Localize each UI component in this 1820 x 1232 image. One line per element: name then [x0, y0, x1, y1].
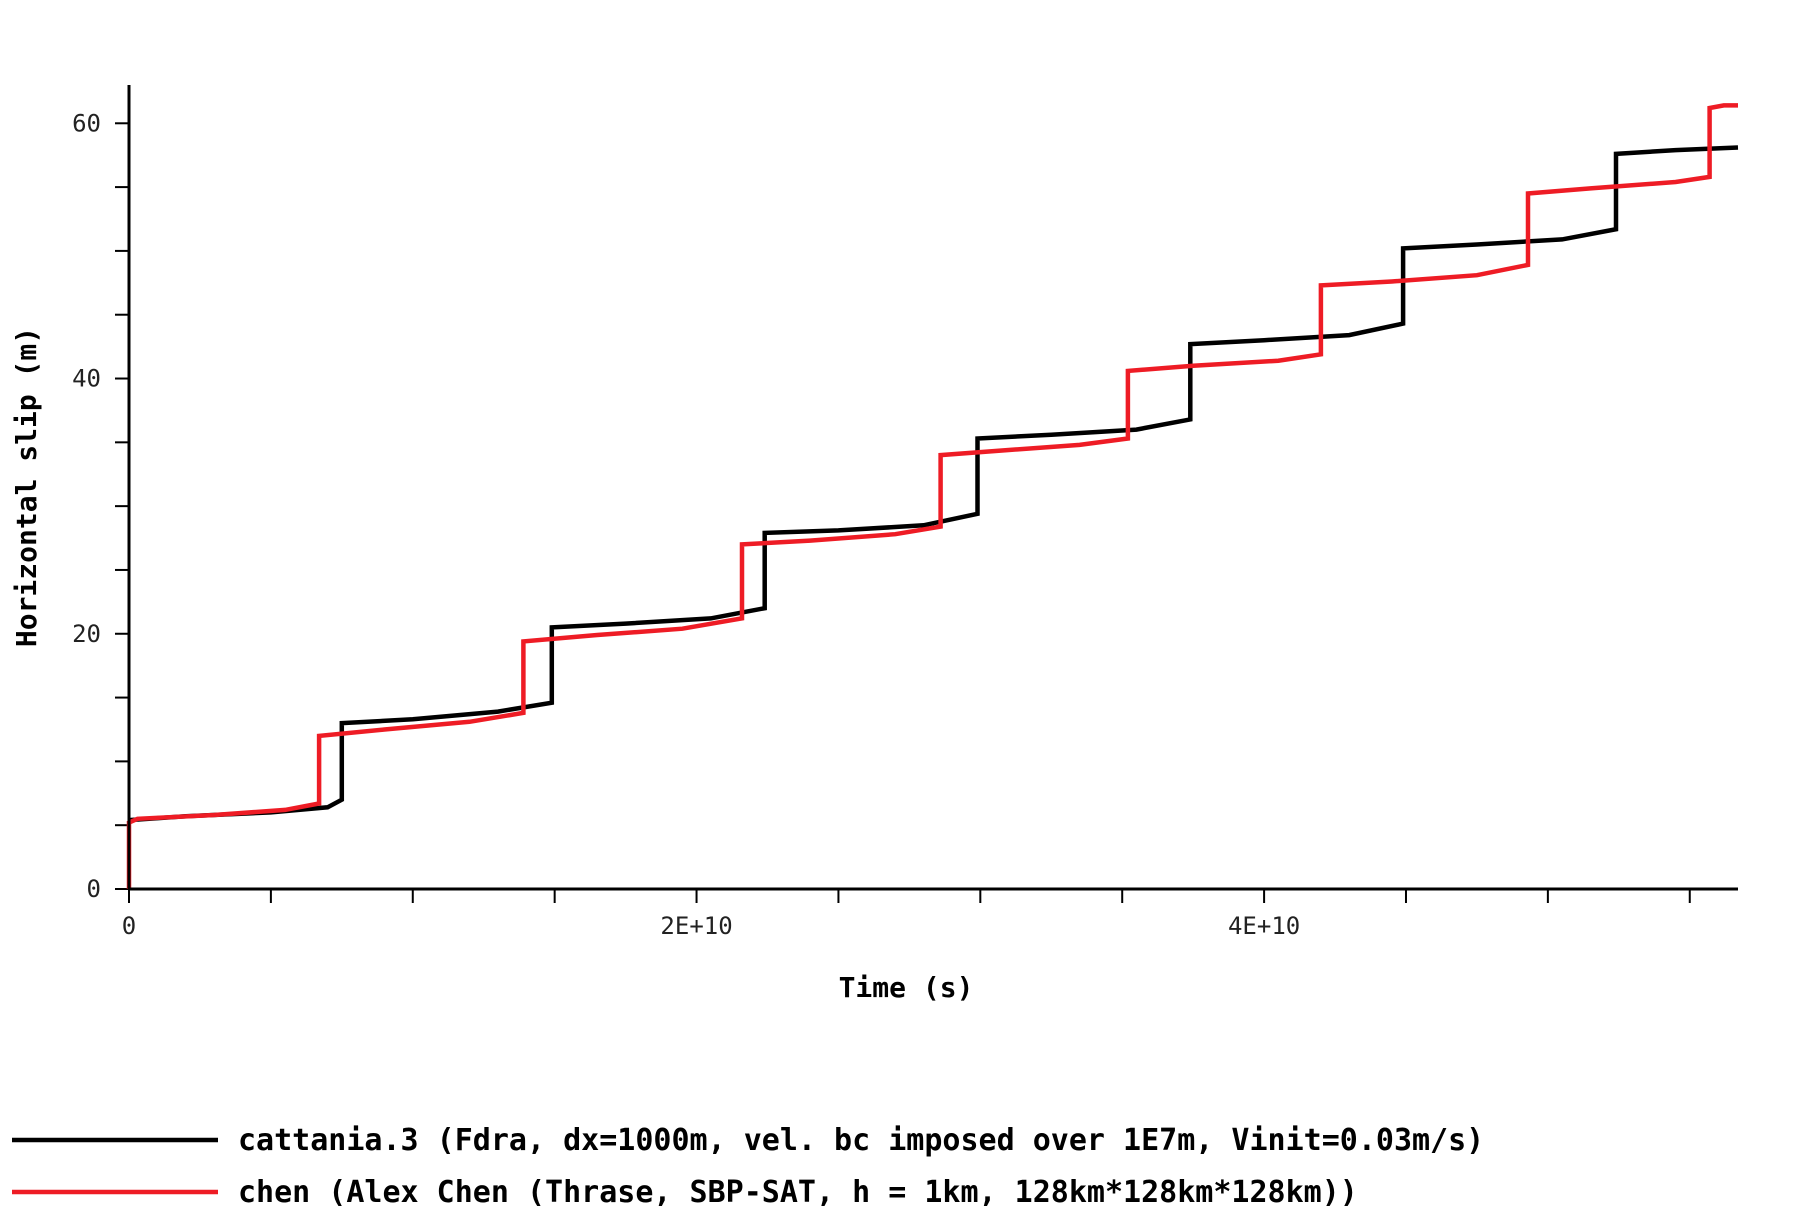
y-tick-label: 0 — [87, 875, 101, 903]
y-axis-ticks: 0 20 40 60 — [72, 109, 129, 903]
legend-label: cattania.3 (Fdra, dx=1000m, vel. bc impo… — [238, 1123, 1484, 1158]
x-tick-label: 0 — [122, 912, 136, 940]
x-axis-ticks: 0 2E+10 4E+10 — [122, 889, 1691, 940]
data-series — [126, 103, 1739, 889]
legend: cattania.3 (Fdra, dx=1000m, vel. bc impo… — [12, 1123, 1484, 1210]
y-tick-label: 20 — [72, 620, 101, 648]
x-tick-label: 4E+10 — [1228, 912, 1300, 940]
x-tick-label: 2E+10 — [660, 912, 732, 940]
y-axis-title: Horizontal slip (m) — [10, 327, 43, 647]
y-tick-label: 40 — [72, 365, 101, 393]
series-line-2 — [126, 103, 1738, 889]
series-line-1 — [128, 145, 1739, 823]
y-tick-label: 60 — [72, 109, 101, 137]
x-axis-title: Time (s) — [839, 971, 974, 1004]
legend-label: chen (Alex Chen (Thrase, SBP-SAT, h = 1k… — [238, 1175, 1358, 1210]
